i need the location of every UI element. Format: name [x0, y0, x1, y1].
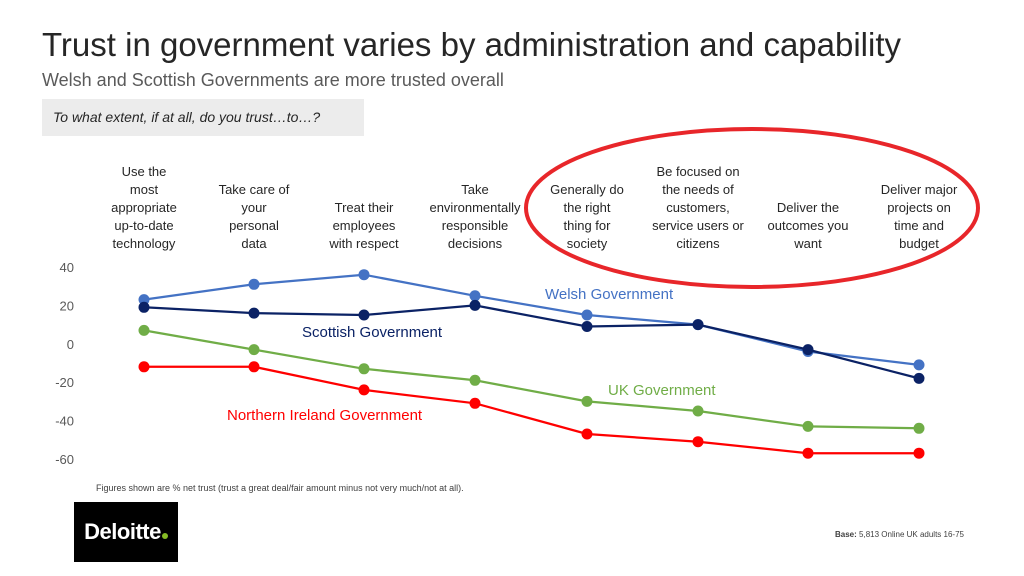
category-label: Be focused on the needs of customers, se…: [652, 164, 744, 251]
data-point: [358, 269, 370, 281]
page-title: Trust in government varies by administra…: [42, 26, 902, 63]
category-label: Use the most appropriate up-to-date tech…: [111, 164, 177, 251]
data-point: [248, 278, 260, 290]
highlight-ellipse: [524, 127, 980, 289]
data-point: [138, 301, 150, 313]
data-point: [802, 447, 814, 459]
y-tick-label: -40: [55, 414, 74, 429]
data-point: [358, 384, 370, 396]
data-point: [138, 324, 150, 336]
data-point: [469, 299, 481, 311]
data-point: [248, 344, 260, 356]
data-point: [802, 344, 814, 356]
series-label: UK Government: [608, 382, 716, 399]
data-point: [913, 422, 925, 434]
series-line: [143, 329, 920, 430]
category-label: Take care of your personal data: [218, 182, 290, 251]
data-point: [913, 447, 925, 459]
category-label: Take environmentally responsible decisio…: [429, 182, 521, 251]
category-label: Generally do the right thing for society: [550, 182, 624, 251]
data-point: [248, 307, 260, 319]
series-line: [143, 304, 920, 380]
data-point: [581, 395, 593, 407]
category-label: Deliver the outcomes you want: [767, 200, 849, 251]
base-note: Base: 5,813 Online UK adults 16-75: [835, 530, 964, 539]
page-subtitle: Welsh and Scottish Governments are more …: [42, 70, 504, 90]
data-point: [913, 372, 925, 384]
base-text: 5,813 Online UK adults 16-75: [859, 530, 964, 539]
series-label: Scottish Government: [302, 324, 443, 341]
base-label: Base:: [835, 530, 857, 539]
y-tick-label: 40: [60, 260, 74, 275]
data-point: [802, 420, 814, 432]
data-point: [692, 405, 704, 417]
series-line: [143, 273, 920, 367]
data-point: [358, 363, 370, 375]
data-point: [138, 361, 150, 373]
question-text: To what extent, if at all, do you trust……: [53, 109, 321, 125]
series-label: Northern Ireland Government: [227, 407, 423, 424]
logo-text: Deloitte: [84, 519, 161, 544]
series-line: [144, 365, 919, 455]
data-point: [581, 309, 593, 321]
y-tick-label: 0: [67, 337, 74, 352]
data-point: [469, 374, 481, 386]
question-box: To what extent, if at all, do you trust……: [42, 99, 364, 136]
data-point: [692, 436, 704, 448]
data-point: [469, 397, 481, 409]
logo-dot: [161, 533, 168, 539]
y-tick-label: -20: [55, 375, 74, 390]
category-label: Treat their employees with respect: [329, 200, 399, 251]
data-point: [358, 309, 370, 321]
data-point: [248, 361, 260, 373]
data-point: [581, 321, 593, 332]
data-point: [913, 359, 925, 371]
data-point: [469, 290, 481, 302]
data-point: [692, 319, 704, 331]
deloitte-logo: Deloitte: [74, 502, 178, 562]
y-tick-label: -60: [55, 452, 74, 467]
data-point: [581, 428, 593, 440]
data-point: [138, 294, 150, 306]
footnote: Figures shown are % net trust (trust a g…: [96, 483, 464, 493]
category-label: Deliver major projects on time and budge…: [880, 182, 958, 251]
y-tick-label: 20: [60, 298, 74, 313]
series-label: Welsh Government: [545, 286, 674, 303]
